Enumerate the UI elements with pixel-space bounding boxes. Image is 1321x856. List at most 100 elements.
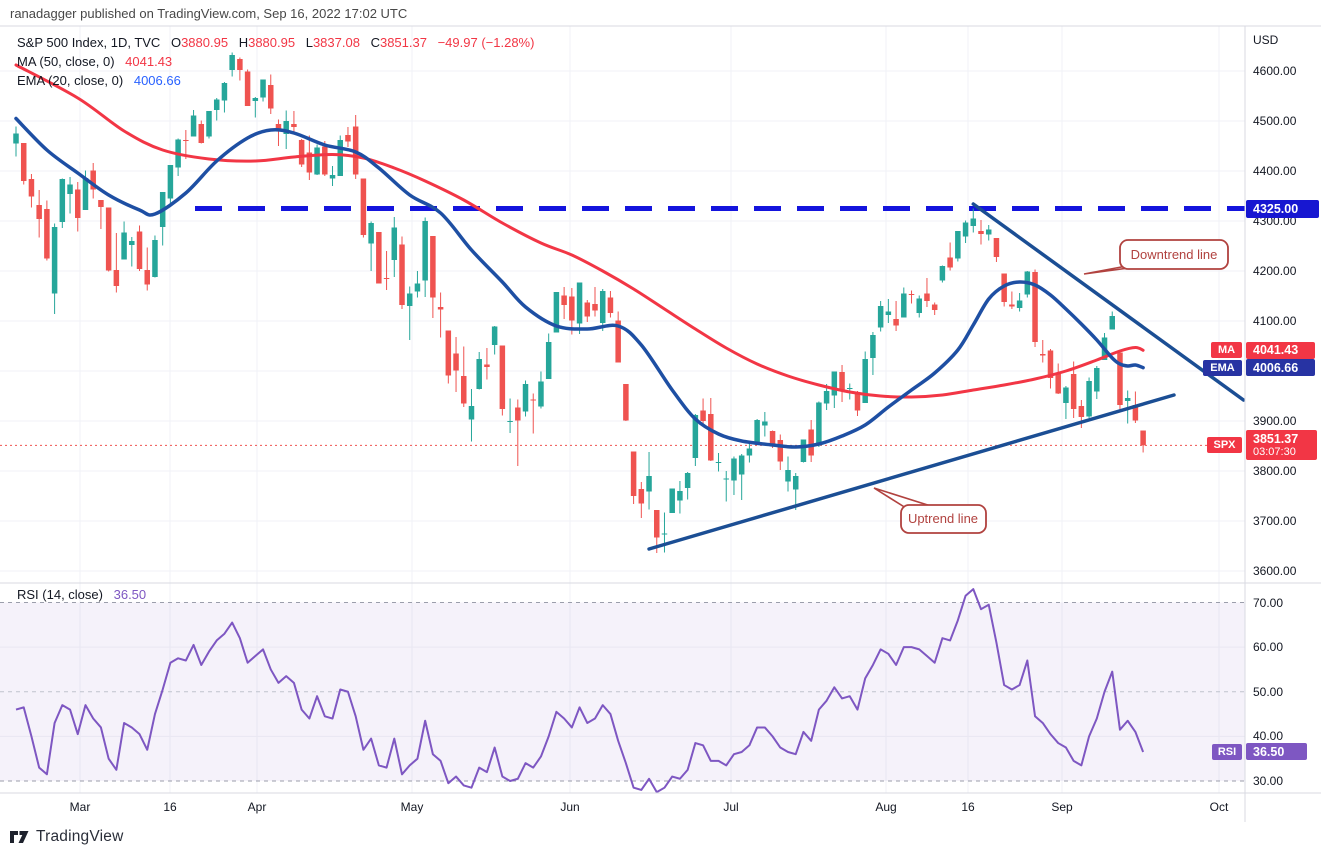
candle xyxy=(993,238,1000,262)
tradingview-logo-icon xyxy=(10,831,29,843)
time-axis-label: Mar xyxy=(69,800,91,814)
price-axis-label: 3700.00 xyxy=(1253,514,1297,528)
candle xyxy=(51,223,58,314)
candle xyxy=(20,143,27,185)
candlestick-series xyxy=(13,52,1146,553)
candle xyxy=(314,144,320,175)
downtrend-label[interactable]: Downtrend line xyxy=(1083,239,1229,275)
candle xyxy=(306,135,313,180)
candle xyxy=(121,221,127,260)
downtrend-trendline[interactable] xyxy=(971,202,1245,402)
high-label: H xyxy=(238,35,249,50)
uptrend-label[interactable]: Uptrend line xyxy=(873,487,987,534)
candle xyxy=(947,242,953,271)
candle xyxy=(792,473,799,510)
candle xyxy=(515,399,521,466)
candle xyxy=(1140,430,1146,453)
candle xyxy=(985,225,992,241)
rsi-chip: RSI xyxy=(1212,743,1242,760)
ema-label: EMA (20, close, 0) xyxy=(17,73,124,88)
tradingview-logo[interactable]: TradingView xyxy=(10,828,124,846)
candle xyxy=(816,401,822,447)
price-axis[interactable]: 4600.00 4500.00 4400.00 4300.00 4200.00 4100.… xyxy=(1246,26,1321,583)
open-label: O xyxy=(170,35,182,50)
candle xyxy=(746,440,753,463)
candle xyxy=(592,287,598,317)
rsi-line xyxy=(15,588,1145,793)
candle xyxy=(970,208,977,233)
candle xyxy=(522,380,529,417)
rsi-axis[interactable]: 70.00 60.00 50.00 40.00 30.00 xyxy=(1246,583,1321,793)
ma-label: MA (50, close, 0) xyxy=(17,54,115,69)
candle xyxy=(144,247,150,291)
candle xyxy=(360,178,367,238)
rsi-pane[interactable] xyxy=(0,588,1245,793)
candle xyxy=(221,82,228,113)
candle xyxy=(36,190,42,238)
ema-badge: 4006.66 xyxy=(1246,359,1315,377)
candle xyxy=(268,74,274,114)
candle xyxy=(1109,311,1115,330)
candle xyxy=(962,220,969,243)
price-axis-label: 3600.00 xyxy=(1253,564,1297,578)
candle xyxy=(275,119,282,146)
candle xyxy=(870,332,876,375)
candle xyxy=(175,138,181,176)
candle xyxy=(1001,273,1007,307)
price-axis-label: 4200.00 xyxy=(1253,264,1297,278)
candle xyxy=(908,290,915,304)
candle xyxy=(885,299,892,323)
candle xyxy=(345,127,351,147)
time-axis-label: Oct xyxy=(1209,800,1229,814)
candle xyxy=(545,333,552,379)
candle xyxy=(190,110,197,137)
level-badge: 4325.00 xyxy=(1246,199,1319,218)
low-label: L xyxy=(305,35,313,50)
candle xyxy=(352,115,359,179)
rsi-axis-label: 30.00 xyxy=(1253,774,1284,788)
ma-badge: 4041.43 xyxy=(1246,341,1315,359)
candle xyxy=(260,79,266,102)
candle xyxy=(692,414,699,466)
open-value: 3880.95 xyxy=(181,35,229,50)
candle xyxy=(445,330,452,384)
candle xyxy=(229,52,235,77)
candle xyxy=(1040,340,1046,363)
price-axis-label: 4600.00 xyxy=(1253,64,1297,78)
spx-badge: 3851.37 03:07:30 xyxy=(1246,430,1317,461)
candle xyxy=(422,217,428,297)
candle xyxy=(762,412,768,437)
publish-info: ranadagger published on TradingView.com,… xyxy=(10,6,408,21)
candle xyxy=(406,286,413,340)
candle xyxy=(808,420,814,462)
time-axis[interactable]: Mar 16 Apr May Jun Jul Aug 16 Sep Oct xyxy=(0,793,1246,822)
price-pane[interactable] xyxy=(0,52,1245,554)
candle xyxy=(499,345,506,416)
candle xyxy=(1016,293,1023,312)
candle xyxy=(468,389,475,442)
candle xyxy=(684,472,691,500)
close-value: 3851.37 xyxy=(379,35,427,50)
candle xyxy=(576,282,583,334)
candle xyxy=(391,217,398,277)
candle xyxy=(630,451,637,504)
candle xyxy=(530,393,536,434)
candle xyxy=(113,233,120,293)
candle xyxy=(129,237,135,267)
candle xyxy=(916,295,922,318)
candle xyxy=(90,163,96,199)
uptrend-trendline[interactable] xyxy=(647,393,1176,551)
candle xyxy=(291,111,297,134)
candle xyxy=(561,287,567,319)
candle xyxy=(399,236,405,309)
time-axis-label: 16 xyxy=(163,800,177,814)
candle xyxy=(623,384,629,421)
low-value: 3837.08 xyxy=(312,35,360,50)
candle xyxy=(67,177,73,214)
candle xyxy=(461,346,467,407)
ma-chip: MA xyxy=(1211,342,1242,359)
candle xyxy=(159,192,166,246)
ma-value: 4041.43 xyxy=(125,54,173,69)
